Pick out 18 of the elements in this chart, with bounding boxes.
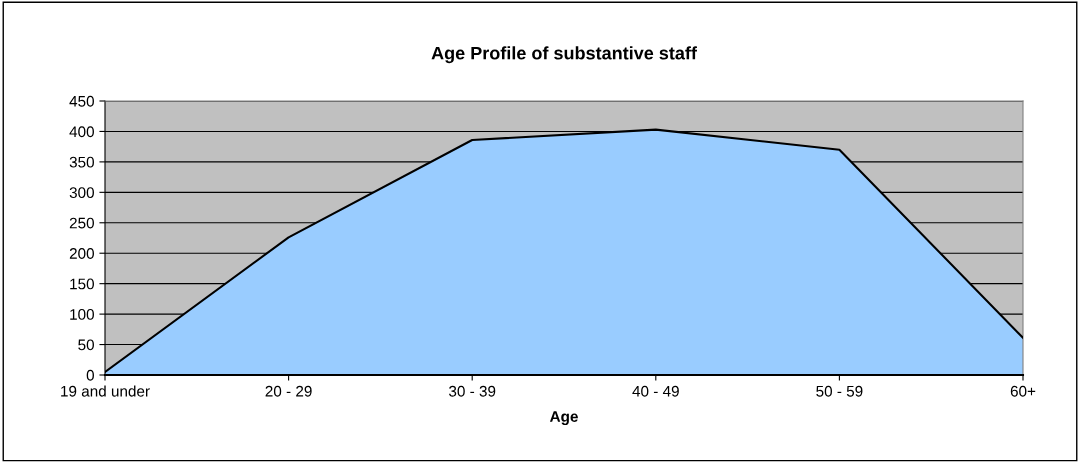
y-tick-label: 300 [69,187,94,199]
y-tick-label: 150 [70,278,94,290]
y-tick-label: 200 [69,248,94,259]
y-tick-label: 250 [69,217,94,229]
y-tick-label: 100 [70,308,94,320]
x-tick-label: 60+ [1010,385,1036,397]
chart-title: Age Profile of substantive staff [431,46,697,64]
y-tick-label: 450 [69,95,94,107]
x-tick-label: 19 and under [61,385,150,397]
x-tick-label: 30 - 39 [449,385,496,397]
x-tick-label: 40 - 49 [632,385,679,397]
y-tick-label: 400 [69,126,94,138]
x-axis-title: Age [549,411,578,426]
x-tick-label: 20 - 29 [265,385,312,397]
x-tick-label: 50 - 59 [816,385,863,397]
y-tick-label: 50 [78,339,94,351]
y-tick-label: 0 [86,369,94,381]
y-tick-label: 350 [69,156,94,168]
